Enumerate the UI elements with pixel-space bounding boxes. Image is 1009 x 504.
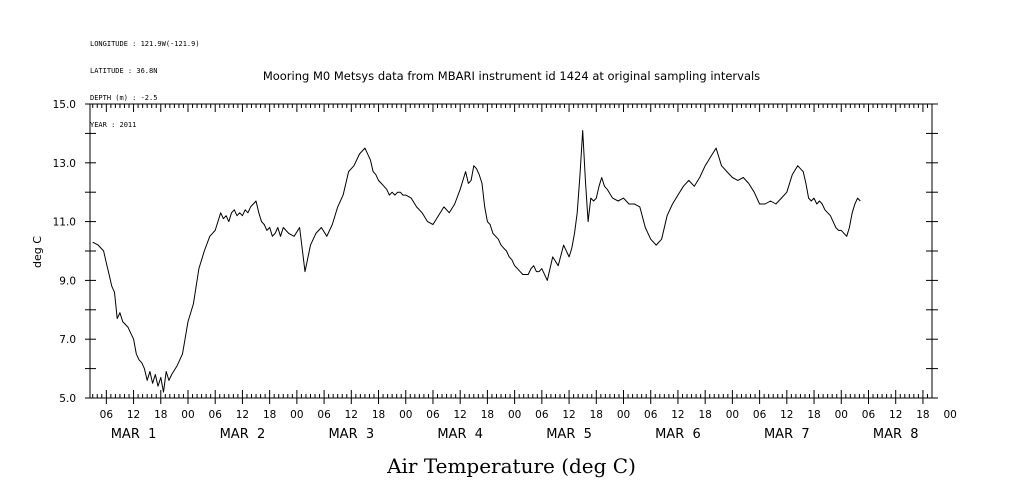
metadata-block: LONGITUDE : 121.9W(-121.9) LATITUDE : 36… [90,22,200,139]
x-tick-label: 18 [481,409,494,421]
x-tick-label: 12 [671,409,684,421]
x-axis-title-container: Air Temperature (deg C) [0,454,1009,478]
x-tick-label: 12 [454,409,467,421]
plot-border [89,103,933,399]
x-day-label: MAR 3 [328,427,374,442]
x-tick-label: 06 [209,409,223,421]
x-day-label: MAR 7 [764,427,810,442]
plot-frame [89,103,933,399]
x-tick-label: 06 [862,409,876,421]
x-tick-label: 06 [535,409,549,421]
y-axis: 5.0 7.0 9.0 11.0 13.0 15.0 [53,99,938,405]
y-tick-label: 9.0 [59,275,76,287]
x-tick-label: 06 [644,409,658,421]
x-tick-label: 00 [943,409,956,421]
x-tick-label: 18 [372,409,385,421]
x-tick-label: 00 [835,409,848,421]
x-tick-label: 12 [562,409,575,421]
x-tick-label: 06 [317,409,331,421]
x-tick-label: 00 [508,409,521,421]
x-tick-label: 18 [590,409,603,421]
y-tick-label: 15.0 [53,99,76,111]
metadata-longitude: LONGITUDE : 121.9W(-121.9) [90,40,200,48]
x-day-label: MAR 4 [437,427,483,442]
chart-title: Mooring M0 Metsys data from MBARI instru… [262,69,761,83]
x-tick-label: 00 [181,409,194,421]
y-tick-label: 13.0 [53,158,76,170]
x-tick-label: 00 [290,409,303,421]
metadata-latitude: LATITUDE : 36.8N [90,67,158,75]
y-tick-label: 7.0 [59,334,76,346]
x-tick-label: 12 [345,409,358,421]
x-day-label: MAR 8 [873,427,919,442]
x-tick-label: 00 [399,409,412,421]
chart-title-container: Mooring M0 Metsys data from MBARI instru… [0,69,1009,83]
x-day-label: MAR 5 [546,427,592,442]
x-tick-label: 18 [263,409,276,421]
y-tick-label: 5.0 [59,393,76,405]
x-tick-label: 18 [698,409,711,421]
x-day-label: MAR 6 [655,427,701,442]
x-tick-label: 06 [100,409,114,421]
y-axis-label: deg C [31,236,44,268]
x-tick-label: 18 [916,409,929,421]
series-layer [92,130,861,393]
x-tick-label: 18 [154,409,167,421]
metadata-depth: DEPTH (m) : -2.5 [90,94,158,102]
x-axis-title: Air Temperature (deg C) [387,454,636,478]
x-day-label: MAR 1 [111,427,157,442]
x-tick-label: 06 [426,409,440,421]
x-tick-label: 18 [807,409,820,421]
x-tick-label: 12 [236,409,249,421]
x-tick-label: 00 [726,409,739,421]
series-line-air-temperature [92,130,861,393]
x-tick-label: 00 [617,409,630,421]
x-tick-label: 12 [780,409,793,421]
metadata-year: YEAR : 2011 [90,121,137,129]
x-tick-label: 12 [889,409,902,421]
x-tick-label: 12 [127,409,140,421]
x-day-label: MAR 2 [220,427,266,442]
x-tick-label: 06 [753,409,767,421]
y-tick-label: 11.0 [53,217,76,229]
x-axis: 06 12 18 00 06 12 18 00 06 12 18 00 06 12 18 00 06 12 18 00… [92,104,957,442]
